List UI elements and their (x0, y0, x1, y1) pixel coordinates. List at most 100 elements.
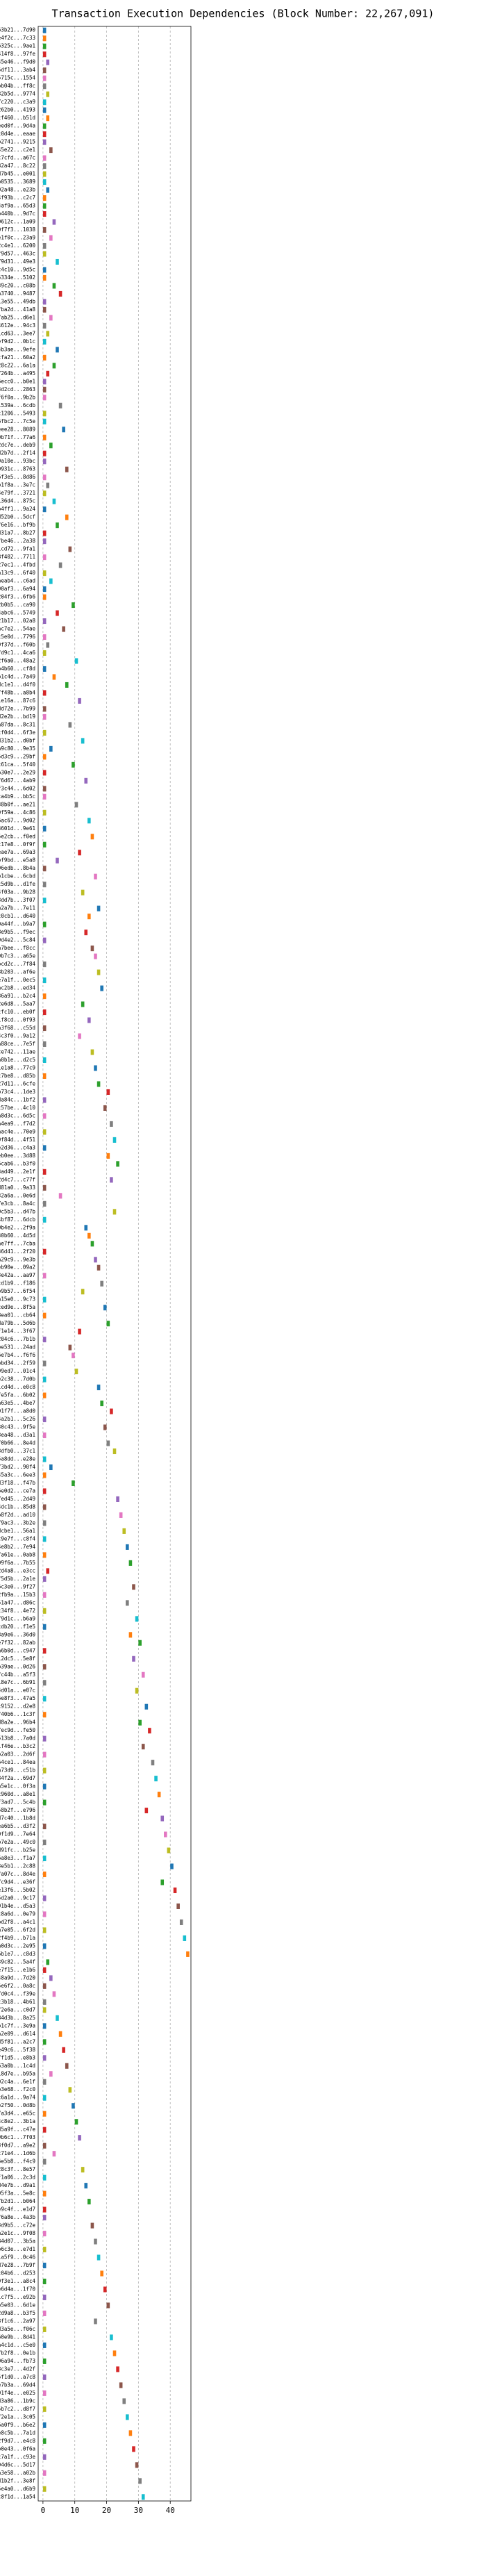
y-tick-label: 0x1eb440b...9d7c (0, 210, 35, 217)
bar (46, 370, 50, 377)
bar (186, 1951, 190, 1957)
y-tick-label: 0x2bcfc10...eb0f (0, 1009, 35, 1015)
y-tick-label: 0x5cdc1e1...d4f0 (0, 682, 35, 688)
bar (42, 1184, 47, 1191)
bar (42, 171, 47, 177)
y-tick-label: 0xf1bb04b...ff8c (0, 83, 35, 89)
bar (42, 961, 47, 968)
y-tick-label: 0x07da79b...5d6b (0, 1320, 35, 1326)
y-tick-label: 0x5b5e2cb...f0ed (0, 833, 35, 839)
bar (42, 1624, 47, 1630)
y-tick-label: 0x1582b5d...9774 (0, 91, 35, 97)
bar (42, 338, 47, 345)
y-tick-label: 0x9f84d07...3b5a (0, 2238, 35, 2245)
y-tick-label: 0x71bcd2c...7f84 (0, 961, 35, 967)
bar (42, 1145, 47, 1151)
y-tick-label: 0x48b30e7...2e29 (0, 769, 35, 775)
y-tick-label: 0xe68f402...7711 (0, 554, 35, 560)
y-tick-label: 0x8dac7e2...54ae (0, 626, 35, 632)
y-tick-label: 0x3af6f0a...9b2b (0, 394, 35, 400)
bar (42, 2470, 47, 2476)
bar (42, 1248, 47, 1255)
bar (42, 1911, 47, 1917)
bar (42, 706, 47, 712)
bar (141, 1671, 145, 1678)
bar (97, 1081, 101, 1087)
bar (42, 99, 47, 106)
y-tick-label: 0x7c91f4e...e025 (0, 2390, 35, 2396)
bar (49, 1464, 53, 1471)
y-tick-label: 0x41d8a2e...96b4 (0, 1719, 35, 1726)
y-tick-label: 0x90e7a1f...0ec5 (0, 977, 35, 983)
bar (52, 219, 56, 225)
bar (42, 251, 47, 257)
bar (135, 2462, 139, 2468)
bar (42, 1648, 47, 1654)
y-tick-label: 0x26c4c10...9d5c (0, 266, 35, 272)
y-tick-label: 0x58aeab4...c6ad (0, 578, 35, 584)
y-tick-label: 0x6a8c3e7...4d2f (0, 2366, 35, 2372)
bar (138, 1719, 142, 1726)
bar (49, 315, 53, 321)
y-tick-label: 0x5feb90e...09a2 (0, 1264, 35, 1271)
y-tick-label: 0x6e51a47...d86c (0, 1599, 35, 1605)
bar (58, 562, 62, 568)
bar (58, 1193, 62, 1199)
y-tick-label: 0x3ac9152...d2e8 (0, 1703, 35, 1710)
bar (42, 1296, 47, 1303)
bar (72, 2103, 75, 2109)
bar (42, 107, 47, 113)
y-tick-label: 0x8a7b2d1...b064 (0, 2198, 35, 2204)
bar (119, 2382, 123, 2388)
y-tick-label: 0x7ec3b18...4b61 (0, 1999, 35, 2005)
y-tick-label: 0xf5414f8...97fe (0, 51, 35, 57)
y-tick-label: 0x1d7f48b...a8b4 (0, 689, 35, 695)
y-tick-label: 0x97cf0d4...6f3e (0, 729, 35, 736)
bar (112, 1209, 117, 1215)
y-tick-label: 0x1e06a94...fb73 (0, 2358, 35, 2364)
y-tick-label: 0x3e5d2a0...9c17 (0, 1894, 35, 1901)
y-tick-label: 0x4da29c9...9e3b (0, 1256, 35, 1262)
y-tick-label: 0xa9e4f2c...7c33 (0, 35, 35, 41)
bar (141, 2494, 145, 2500)
y-tick-label: 0x41d3a86...1b9c (0, 2397, 35, 2404)
y-tick-label: 0x537c220...c3a9 (0, 99, 35, 105)
y-tick-label: 0xb2c960d...a8e1 (0, 1791, 35, 1797)
y-tick-label: 0x45f0b66...8e4d (0, 1440, 35, 1446)
y-tick-label: 0xd6c17e8...0f9f (0, 841, 35, 848)
bar (56, 258, 59, 265)
bar (42, 1057, 47, 1064)
bar (135, 1616, 139, 1622)
y-tick-label: 0xb2fe5fa...6b02 (0, 1392, 35, 1398)
bar (94, 1257, 97, 1263)
y-tick-label: 0x76d3f18...f47b (0, 1480, 35, 1486)
y-tick-label: 0x6dbe531...24ad (0, 1344, 35, 1351)
bar (103, 2286, 107, 2293)
bar (183, 1935, 187, 1941)
bar (42, 274, 47, 281)
y-tick-label: 0x88f1e14...3f67 (0, 1328, 35, 1335)
y-tick-label: 0x98f2e1a...3c05 (0, 2413, 35, 2420)
bar (42, 754, 47, 760)
bar (42, 1767, 47, 1774)
y-tick-label: 0x6a136d4...875c (0, 498, 35, 504)
bar (110, 1408, 113, 1414)
y-tick-label: 0x2e9b6c1...7f03 (0, 2134, 35, 2140)
y-tick-label: 0x3a9f84d...4f51 (0, 1137, 35, 1143)
bar (138, 2478, 142, 2484)
y-tick-label: 0x3bd5f81...a2c7 (0, 2038, 35, 2045)
bar (126, 1600, 129, 1606)
bar (151, 1760, 155, 1766)
y-tick-label: 0x6f4c8e2...3b1a (0, 2118, 35, 2124)
y-tick-label: 0x14f3ad7...5c4b (0, 1799, 35, 1806)
bar (42, 163, 47, 170)
bar (42, 993, 47, 1000)
y-tick-label: 0x8e79ac3...3b2e (0, 1519, 35, 1526)
y-tick-label: 0x92e7f15...e1b6 (0, 1967, 35, 1973)
bar (122, 1528, 126, 1534)
bar (97, 2254, 101, 2261)
y-tick-label: 0x9d3e5b1...2c88 (0, 1863, 35, 1869)
y-tick-label: 0x6d82a47...8c22 (0, 163, 35, 169)
bar (42, 841, 47, 848)
y-tick-label: 0xb62d4a8...e3cc (0, 1567, 35, 1574)
